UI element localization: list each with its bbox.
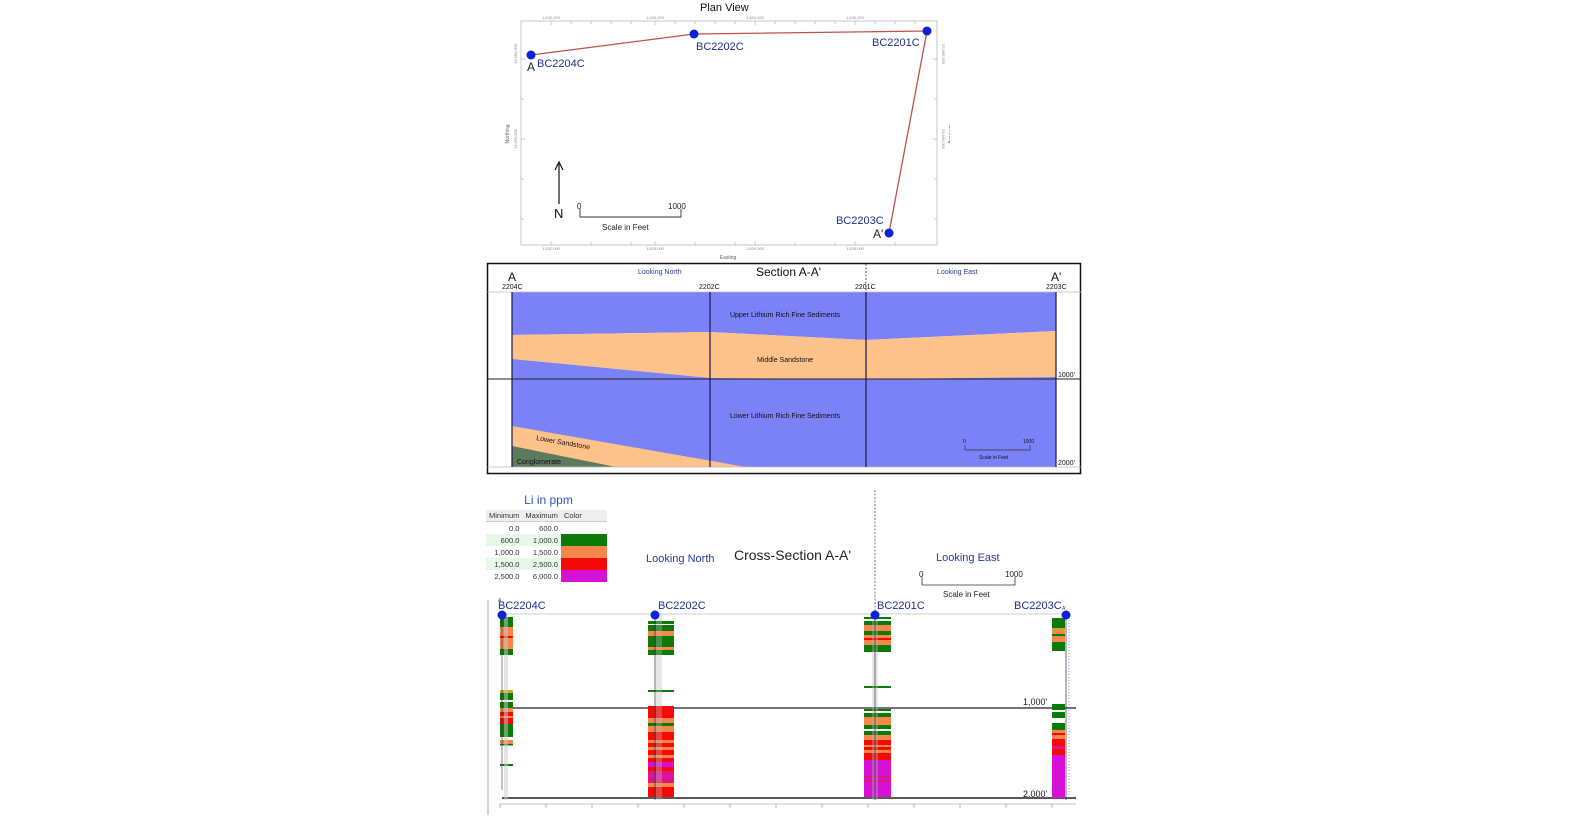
- svg-text:Scale in Feet: Scale in Feet: [943, 590, 990, 599]
- legend-row: 2,500.0 6,000.0: [486, 570, 607, 582]
- svg-text:1,634,000: 1,634,000: [746, 15, 765, 20]
- well-point-bc2201c[interactable]: [870, 610, 880, 620]
- legend-table: Minimum Maximum Color 0.0 600.0 600.0 1,…: [486, 510, 607, 582]
- looking-east-label: Looking East: [936, 552, 1000, 564]
- cross-scale-bar: [921, 577, 1016, 586]
- x-axis-label: Easting: [720, 255, 737, 261]
- svg-text:1000: 1000: [668, 202, 686, 211]
- well-point-bc2203c[interactable]: [1061, 610, 1071, 620]
- plan-view-title: Plan View: [700, 2, 749, 14]
- svg-text:0: 0: [963, 439, 966, 445]
- log-bc2204c[interactable]: [500, 614, 513, 800]
- svg-text:1000: 1000: [1023, 439, 1034, 445]
- scale-bar: [579, 209, 682, 218]
- scale-label: Scale in Feet: [602, 223, 649, 232]
- legend-title: Li in ppm: [524, 493, 573, 507]
- well-point-bc2204c[interactable]: [526, 50, 536, 60]
- legend-row: 0.0 600.0: [486, 521, 607, 534]
- svg-text:1000: 1000: [1005, 570, 1023, 579]
- north-arrow-icon: [554, 160, 564, 204]
- cross-section-log: Looking North Cross-Section A-A' Looking…: [487, 490, 1076, 815]
- svg-text:13,659,000: 13,659,000: [941, 129, 946, 150]
- marker-a-prime: A': [873, 227, 883, 241]
- well-point-bc2203c[interactable]: [884, 228, 894, 238]
- layer-conglomerate: [512, 446, 616, 467]
- svg-text:1,633,000: 1,633,000: [646, 246, 665, 251]
- x-tick-top: 1,632,000: [542, 15, 561, 20]
- layer-upper-lithium: [512, 292, 1056, 340]
- svg-text:A: A: [498, 598, 502, 604]
- svg-text:Conglomerate: Conglomerate: [517, 459, 561, 466]
- svg-text:13,659,000: 13,659,000: [513, 128, 518, 149]
- well-label-bc2201c: BC2201C: [872, 37, 920, 49]
- well-label-bc2204c: BC2204C: [498, 600, 546, 612]
- legend-row: 600.0 1,000.0: [486, 534, 607, 546]
- well-label-bc2204c: BC2204C: [537, 58, 585, 70]
- well-point-bc2202c[interactable]: [689, 29, 699, 39]
- log-bc2202c[interactable]: [648, 614, 674, 800]
- well-label-bc2202c: BC2202C: [658, 600, 706, 612]
- svg-text:2204C: 2204C: [502, 284, 523, 291]
- svg-text:A': A': [1062, 606, 1066, 612]
- marker-a: A: [527, 60, 535, 74]
- svg-text:Scale in Feet: Scale in Feet: [979, 455, 1009, 461]
- li-legend: Li in ppm Minimum Maximum Color 0.0 600.…: [486, 493, 611, 582]
- north-label: N: [554, 206, 563, 221]
- svg-text:2201C: 2201C: [855, 284, 876, 291]
- looking-north-label: Looking North: [646, 553, 715, 565]
- svg-text:13,660,000: 13,660,000: [513, 43, 518, 64]
- well-point-bc2204c[interactable]: [497, 610, 507, 620]
- svg-text:1,634,000: 1,634,000: [746, 246, 765, 251]
- svg-text:2000': 2000': [1058, 460, 1075, 467]
- section-scale-bar: [964, 445, 1031, 451]
- svg-text:1,000': 1,000': [1023, 697, 1048, 707]
- cross-section-title: Cross-Section A-A': [734, 547, 851, 563]
- legend-row: 1,000.0 1,500.0: [486, 546, 607, 558]
- log-bc2201c[interactable]: [864, 614, 891, 800]
- well-label-bc2203c: BC2203C: [1014, 600, 1062, 612]
- section-line: [530, 30, 928, 234]
- section-marker-a: A: [508, 270, 516, 284]
- log-bc2203c[interactable]: [1052, 614, 1070, 800]
- plan-view-map: 1,632,000 1,633,000 1,634,000 1,635,000 …: [505, 15, 950, 261]
- well-label-bc2202c: BC2202C: [696, 41, 744, 53]
- layer-middle-sandstone: [512, 331, 1056, 379]
- svg-text:13,660,000: 13,660,000: [941, 44, 946, 65]
- well-point-bc2201c[interactable]: [922, 26, 932, 36]
- svg-text:2203C: 2203C: [1046, 284, 1067, 291]
- section-title: Section A-A': [756, 265, 821, 279]
- looking-east-label: Looking East: [937, 269, 978, 276]
- svg-text:1,635,000: 1,635,000: [846, 246, 865, 251]
- svg-text:1,633,000: 1,633,000: [646, 15, 665, 20]
- svg-text:1000': 1000': [1058, 372, 1075, 379]
- svg-text:Upper Lithium Rich Fine Sedime: Upper Lithium Rich Fine Sediments: [730, 312, 841, 319]
- svg-text:1,635,000: 1,635,000: [846, 15, 865, 20]
- layer-lower-lithium: [512, 359, 1056, 467]
- section-marker-a-prime: A': [1051, 270, 1061, 284]
- svg-text:0: 0: [577, 202, 582, 211]
- svg-text:2,000': 2,000': [1023, 789, 1048, 799]
- legend-row: 1,500.0 2,500.0: [486, 558, 607, 570]
- y-axis-label-right: Northing: [947, 125, 950, 144]
- svg-text:Lower Lithium Rich Fine Sedime: Lower Lithium Rich Fine Sediments: [730, 413, 841, 420]
- svg-text:0: 0: [919, 570, 924, 579]
- section-diagram: A A' 2204C 2202C 2201C 2203C Looking Nor…: [486, 262, 1082, 475]
- y-axis-label-left: Northing: [505, 124, 511, 143]
- looking-north-label: Looking North: [638, 269, 682, 276]
- well-label-bc2203c: BC2203C: [836, 215, 884, 227]
- svg-text:2202C: 2202C: [699, 284, 720, 291]
- layer-lower-sandstone: [512, 426, 746, 467]
- x-tick-bottom: 1,632,000: [542, 246, 561, 251]
- svg-text:Middle Sandstone: Middle Sandstone: [757, 357, 813, 364]
- well-point-bc2202c[interactable]: [650, 610, 660, 620]
- well-label-bc2201c: BC2201C: [877, 600, 925, 612]
